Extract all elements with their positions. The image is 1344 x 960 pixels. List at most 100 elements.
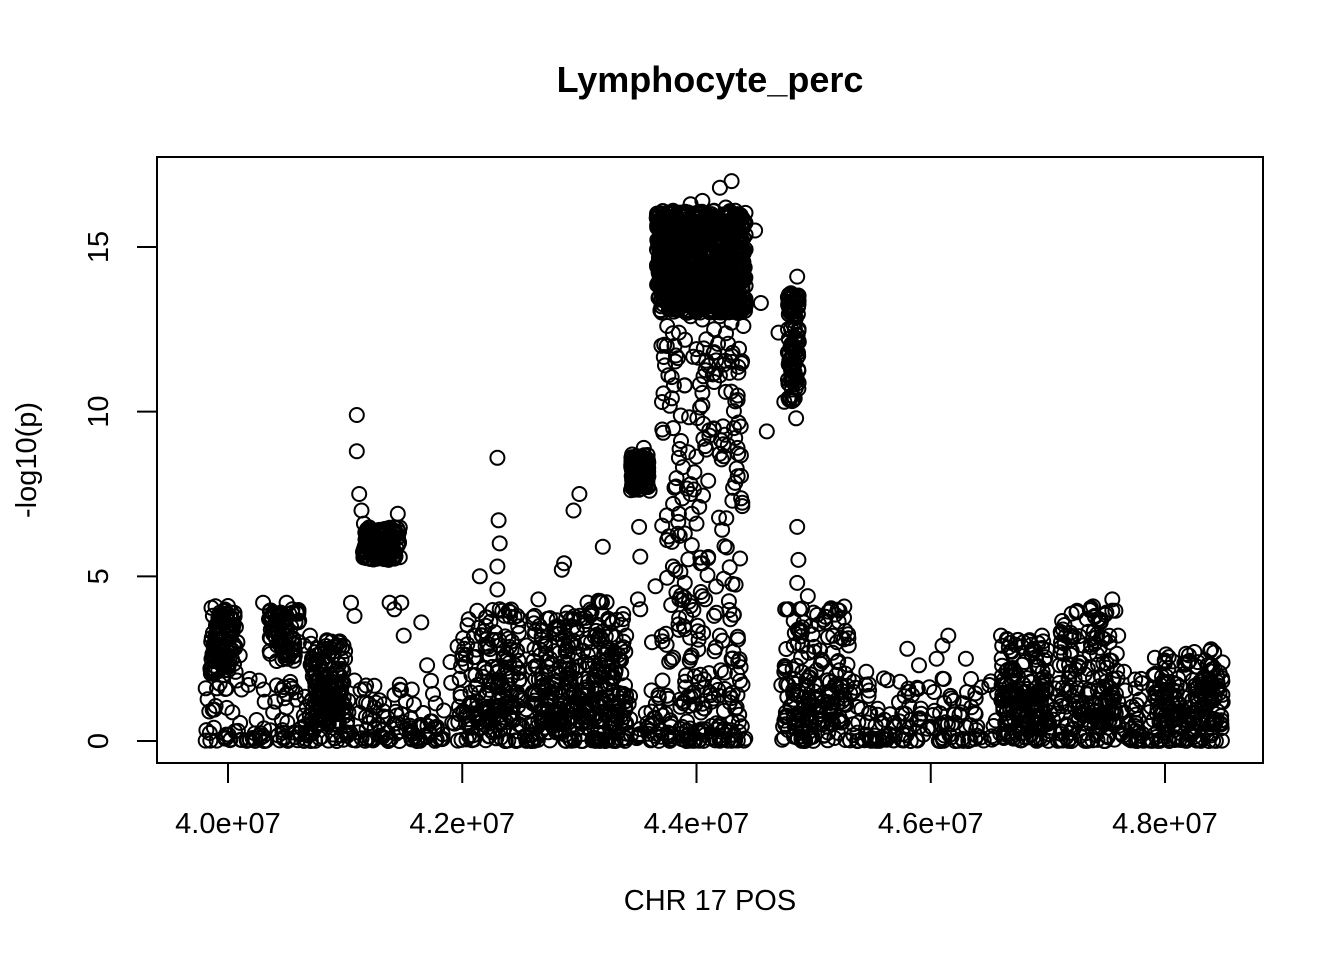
cluster-point <box>1070 658 1087 675</box>
data-point <box>788 370 805 387</box>
data-point <box>788 410 805 427</box>
background-point <box>915 726 932 743</box>
peak-tail-point <box>680 444 697 461</box>
background-point <box>921 679 938 696</box>
background-point <box>649 726 666 742</box>
cluster-point <box>1108 645 1125 662</box>
peak-tail-point <box>670 616 687 633</box>
background-point <box>458 731 475 748</box>
data-point <box>817 614 834 631</box>
peak-tail-point <box>666 479 683 496</box>
peak-point <box>736 243 753 259</box>
peak-tail-point <box>673 433 689 449</box>
data-point <box>542 650 559 667</box>
data-point <box>386 548 403 565</box>
background-point <box>423 672 439 689</box>
data-point <box>583 644 600 661</box>
background-point <box>1077 725 1094 742</box>
background-point <box>1213 732 1230 749</box>
cluster-point <box>490 658 506 675</box>
data-point <box>659 318 676 334</box>
background-point <box>229 672 245 689</box>
data-point <box>694 588 711 605</box>
data-point <box>507 657 523 674</box>
background-point <box>256 693 273 710</box>
peak-tail-point <box>657 705 674 722</box>
cluster-point <box>612 685 629 702</box>
cluster-point <box>1060 670 1077 686</box>
data-point <box>789 518 806 535</box>
data-point <box>706 607 723 624</box>
x-tick-label: 4.8e+07 <box>1112 808 1218 840</box>
data-point <box>1157 654 1173 670</box>
background-point <box>415 705 432 721</box>
data-point <box>490 512 507 529</box>
data-point <box>717 291 734 308</box>
background-point <box>391 676 408 693</box>
peak-point <box>697 214 714 231</box>
data-point <box>723 173 740 190</box>
cluster-point <box>1214 694 1231 711</box>
cluster-point <box>607 661 624 678</box>
cluster-point <box>504 712 521 729</box>
background-point <box>205 719 222 736</box>
background-point <box>232 714 249 731</box>
y-tick-label: 5 <box>83 568 115 584</box>
peak-tail-point <box>695 487 711 504</box>
data-point <box>682 486 699 502</box>
cluster-point <box>1212 715 1229 732</box>
peak-tail-point <box>663 651 680 668</box>
cluster-point <box>453 658 470 675</box>
background-point <box>388 725 405 742</box>
cluster-point <box>286 635 303 652</box>
data-point <box>255 594 272 611</box>
peak-tail-point <box>655 385 672 402</box>
background-point <box>853 701 870 717</box>
peak-tail-point <box>678 667 695 684</box>
data-point <box>789 268 806 285</box>
data-point <box>530 591 547 608</box>
data-point <box>653 337 670 354</box>
data-point <box>682 476 699 493</box>
data-point <box>747 222 764 239</box>
data-point <box>644 634 660 651</box>
background-point <box>1060 732 1077 749</box>
cluster-point <box>572 715 589 732</box>
peak-tail-point <box>677 679 694 696</box>
data-point <box>1127 680 1144 697</box>
background-point <box>271 732 288 749</box>
data-point <box>208 630 225 647</box>
cluster-point <box>787 675 804 692</box>
data-point <box>793 624 810 641</box>
x-tick-label: 4.0e+07 <box>175 808 281 840</box>
cluster-point <box>477 687 494 704</box>
data-point <box>899 640 916 657</box>
background-point <box>594 732 611 749</box>
background-point <box>926 684 942 700</box>
peak-tail-point <box>654 421 671 438</box>
background-point <box>794 732 811 749</box>
data-point <box>489 581 506 598</box>
background-point <box>934 670 951 687</box>
data-point <box>1075 637 1091 654</box>
cluster-point <box>796 689 813 706</box>
peak-point <box>660 220 677 237</box>
cluster-point <box>479 714 496 731</box>
background-point <box>241 731 258 748</box>
cluster-point <box>327 639 344 656</box>
background-point <box>393 706 410 722</box>
background-point <box>366 677 383 694</box>
cluster-point <box>563 676 579 693</box>
data-point <box>1104 591 1121 608</box>
data-point <box>629 466 646 483</box>
peak-point <box>713 288 730 305</box>
data-point <box>694 192 711 209</box>
cluster-point <box>578 679 595 696</box>
cluster-point <box>800 644 817 661</box>
data-point <box>1192 673 1209 690</box>
peak-tail-point <box>654 394 670 410</box>
background-point <box>871 730 887 747</box>
data-point <box>325 647 342 664</box>
background-point <box>276 690 293 707</box>
background-point <box>1005 730 1022 747</box>
